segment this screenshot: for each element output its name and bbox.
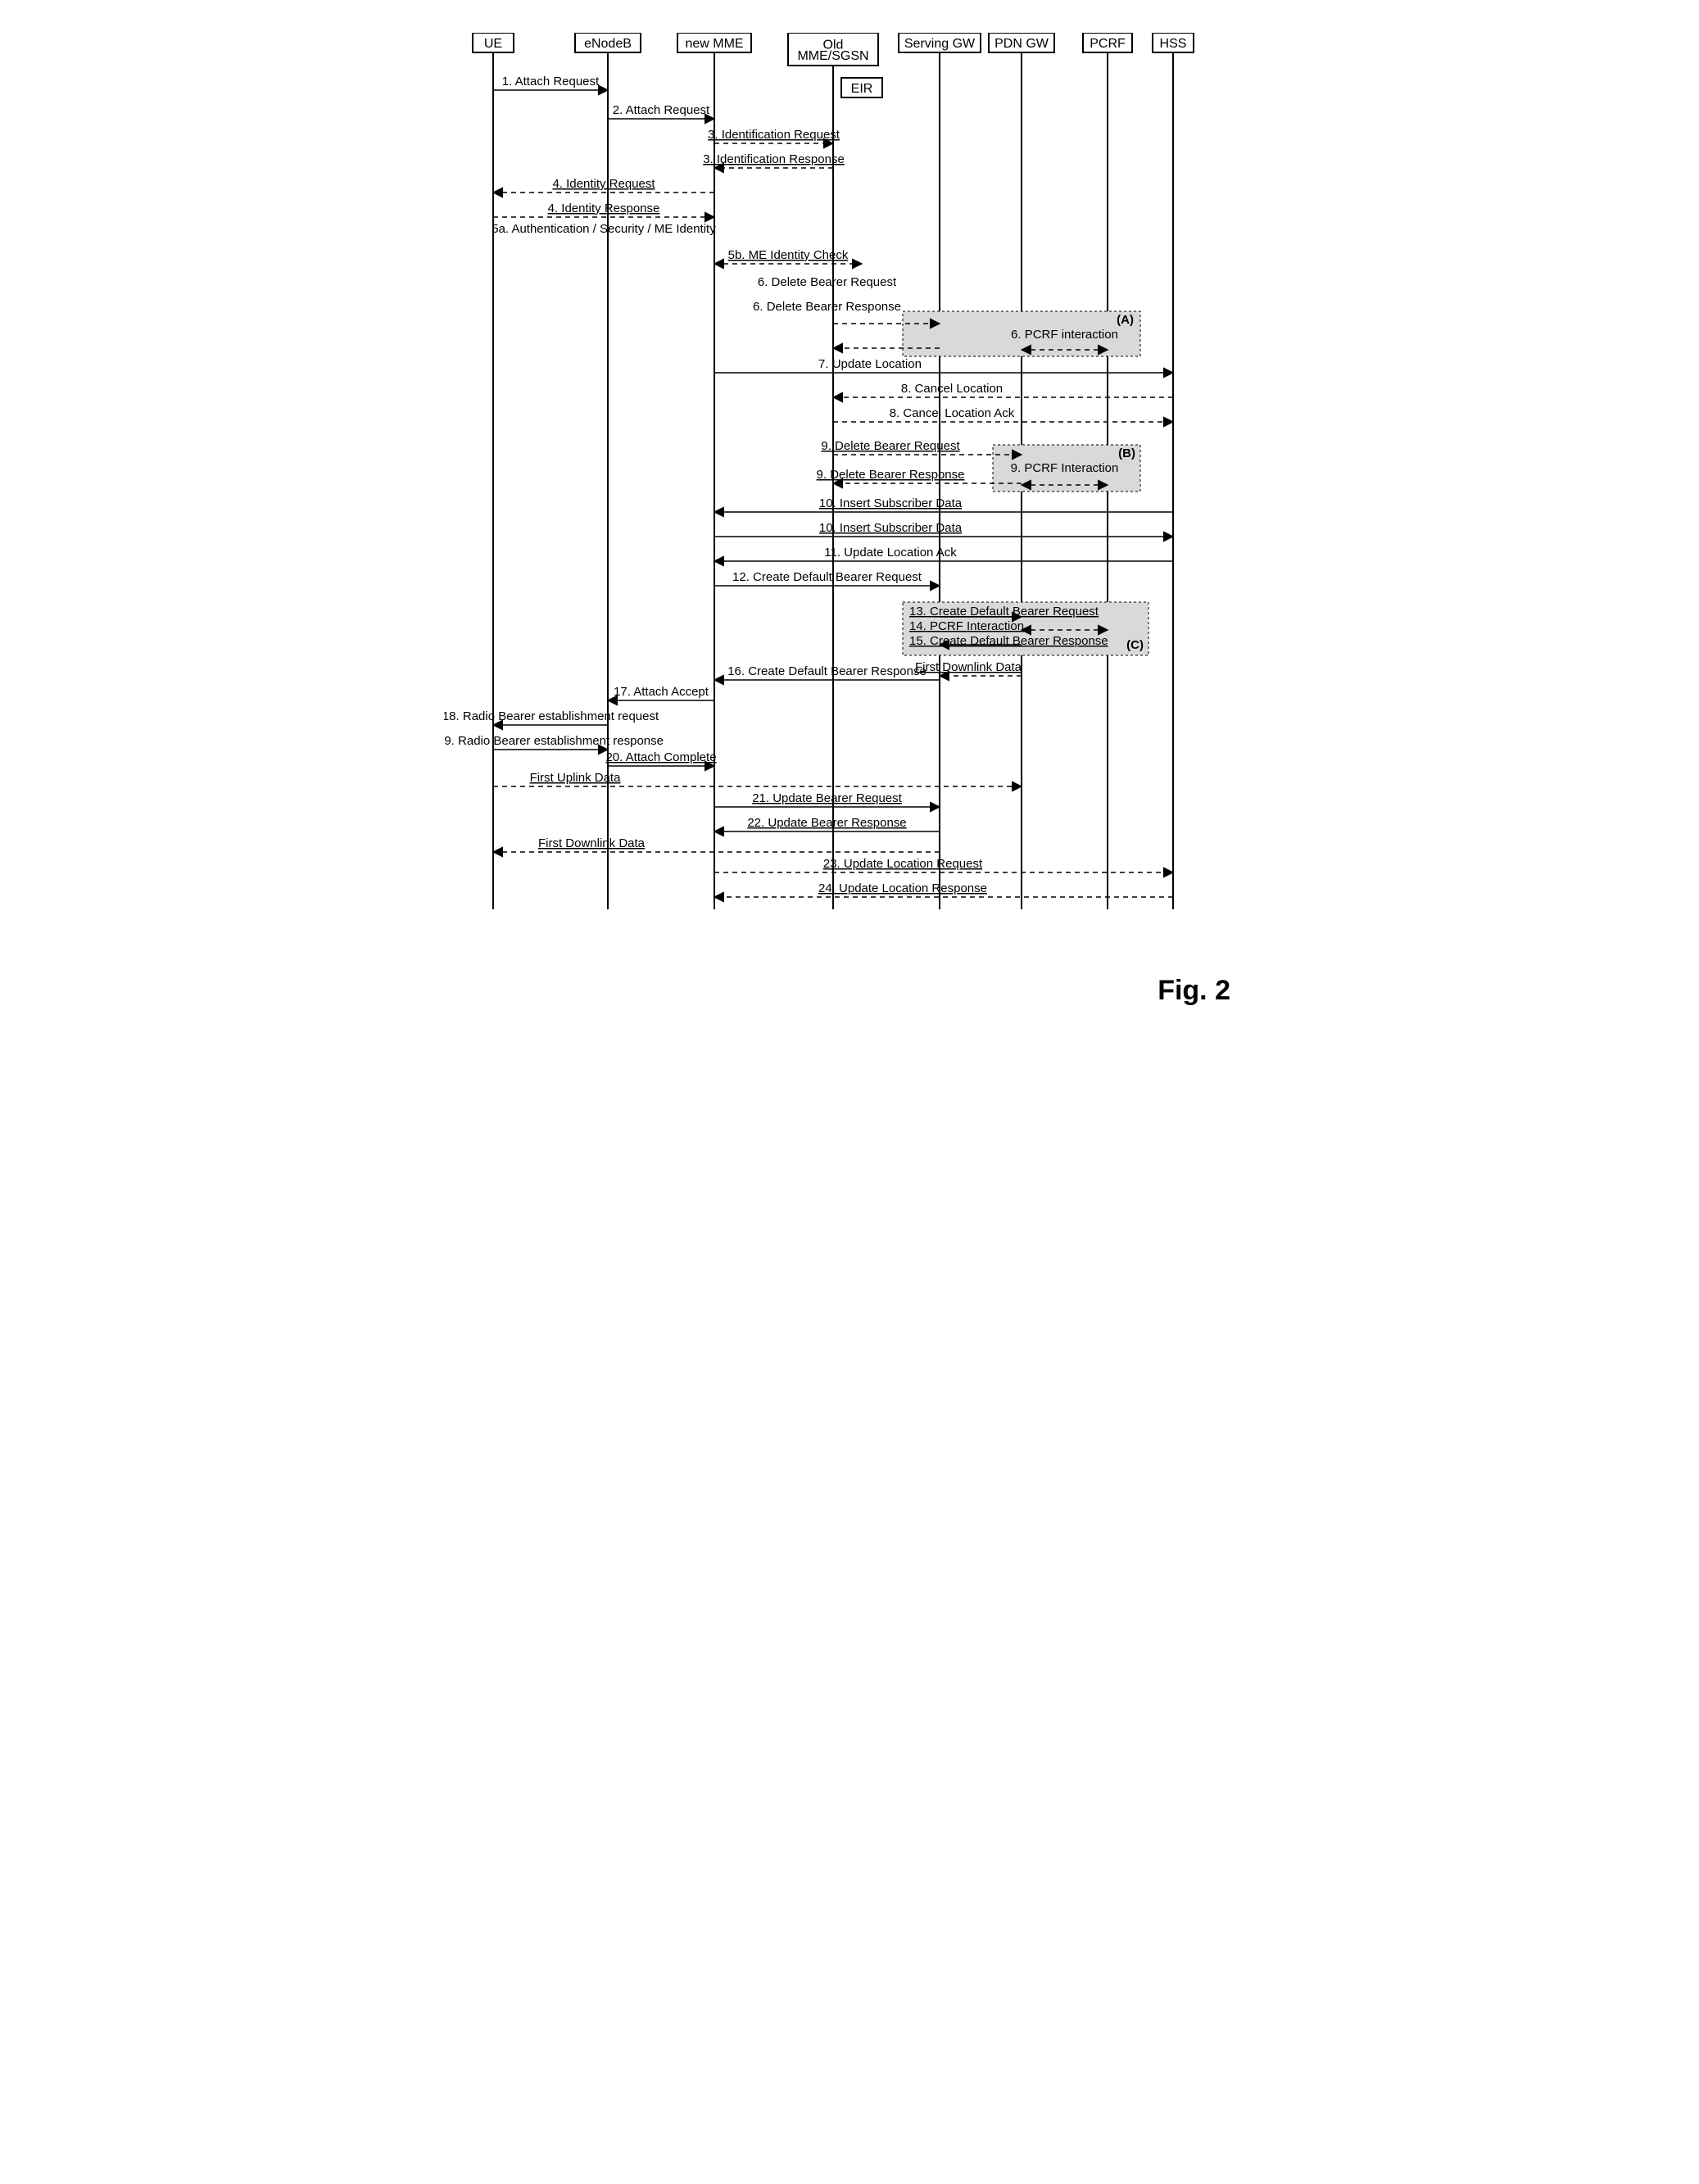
box-c-sublabel-2: 15. Create Default Bearer Response [909,634,1108,648]
message-label-3b: 3. Identification Response [703,152,845,166]
box-a-tag: (A) [1117,313,1134,327]
message-label-21: 21. Update Bearer Request [752,791,902,805]
message-label-19: 19. Radio Bearer establishment response [444,734,664,748]
node-label-sgw: Serving GW [904,37,976,51]
message-label-3a: 3. Identification Request [708,128,840,142]
node-label-hss: HSS [1160,37,1187,51]
box-a-sublabel: 6. PCRF interaction [1011,328,1118,342]
figure-label: Fig. 2 [1158,975,1230,1006]
message-label-18: 18. Radio Bearer establishment request [444,709,659,723]
message-label-4b: 4. Identity Response [548,202,660,215]
message-label-6b: 6. Delete Bearer Response [753,300,901,314]
box-b-tag: (B) [1118,446,1135,460]
message-label-16: 16. Create Default Bearer Response [727,664,927,678]
message-label-24: 24. Update Location Response [818,881,987,895]
message-label-8a: 8. Cancel Location [901,382,1003,396]
message-label-8b: 8. Cancel Location Ack [890,406,1015,420]
message-label-10b: 10. Insert Subscriber Data [819,521,963,535]
message-label-1: 1. Attach Request [502,75,600,88]
box-c-sublabel-1: 14. PCRF Interaction [909,619,1024,633]
sequence-diagram: UEeNodeBnew MMEOldMME/SGSNServing GWPDN … [444,33,1255,1016]
message-label-10a: 10. Insert Subscriber Data [819,496,963,510]
message-label-23: 23. Update Location Request [823,857,983,871]
node-label-ue: UE [484,37,502,51]
node-label-pgw: PDN GW [994,37,1049,51]
node-label-nmme: new MME [685,37,743,51]
node-label-omme: MME/SGSN [797,49,868,63]
message-label-ful: First Uplink Data [530,771,622,785]
message-label-7: 7. Update Location [818,357,922,371]
node-label-pcrf: PCRF [1090,37,1126,51]
message-label-20: 20. Attach Complete [605,750,716,764]
message-label-fdd: First Downlink Data [915,660,1022,674]
message-label-12: 12. Create Default Bearer Request [732,570,922,584]
node-label-eir: EIR [851,82,873,96]
message-label-11: 11. Update Location Ack [824,546,957,560]
message-label-fdd2: First Downlink Data [538,836,646,850]
message-label-5b: 5b. ME Identity Check [728,248,849,262]
message-label-2: 2. Attach Request [613,103,710,117]
node-label-enb: eNodeB [584,37,632,51]
message-label-9b: 9. Delete Bearer Response [817,468,965,482]
message-label-6a: 6. Delete Bearer Request [758,275,897,289]
box-c-tag: (C) [1126,638,1144,652]
message-label-9a: 9. Delete Bearer Request [821,439,960,453]
message-label-4a: 4. Identity Request [552,177,655,191]
message-label-5a: 5a. Authentication / Security / ME Ident… [492,222,716,236]
box-b-sublabel: 9. PCRF Interaction [1011,461,1119,475]
message-label-22: 22. Update Bearer Response [747,816,906,830]
message-label-17: 17. Attach Accept [614,685,709,699]
